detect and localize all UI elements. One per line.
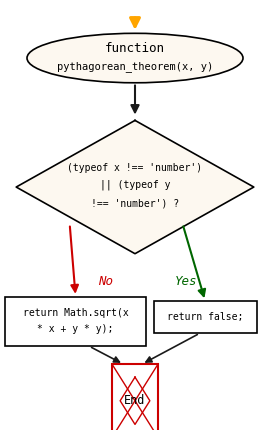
Text: Yes: Yes: [175, 275, 198, 288]
FancyBboxPatch shape: [154, 301, 256, 333]
Text: pythagorean_theorem(x, y): pythagorean_theorem(x, y): [57, 61, 213, 72]
Text: * x + y * y);: * x + y * y);: [38, 324, 114, 334]
Text: !== 'number') ?: !== 'number') ?: [91, 198, 179, 209]
Text: (typeof x !== 'number'): (typeof x !== 'number'): [68, 163, 202, 173]
Polygon shape: [16, 120, 254, 254]
FancyBboxPatch shape: [112, 364, 158, 430]
Text: || (typeof y: || (typeof y: [100, 180, 170, 190]
Text: End: End: [124, 394, 146, 407]
Text: No: No: [98, 275, 113, 288]
Text: return Math.sqrt(x: return Math.sqrt(x: [23, 308, 129, 318]
Ellipse shape: [27, 34, 243, 83]
Text: return false;: return false;: [167, 312, 243, 322]
Text: function: function: [105, 42, 165, 55]
FancyBboxPatch shape: [5, 297, 146, 346]
